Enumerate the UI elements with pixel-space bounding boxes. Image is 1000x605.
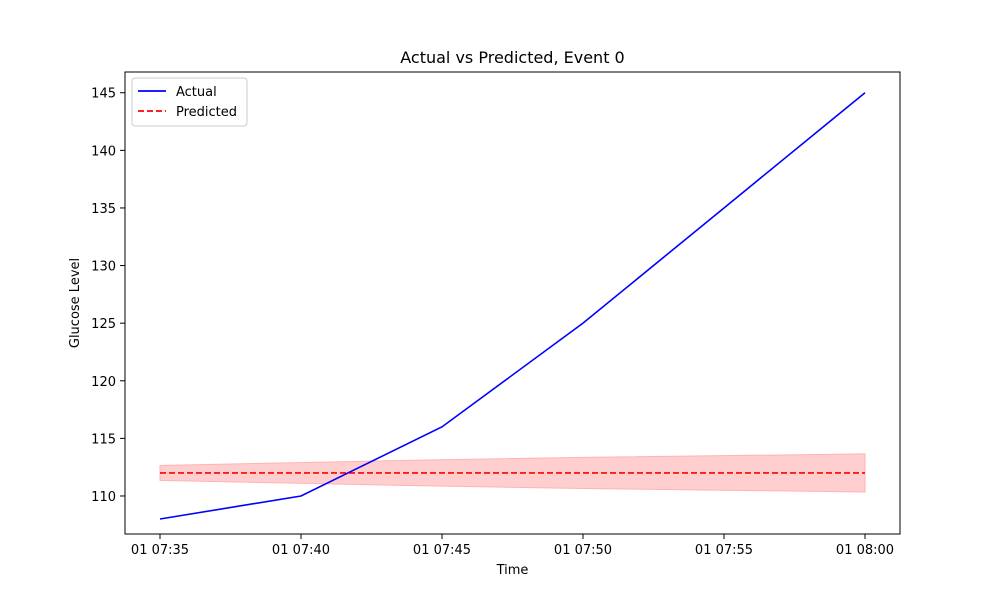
x-tick-label: 01 07:45 xyxy=(413,543,471,558)
plot-layer xyxy=(159,92,866,520)
y-tick-label: 135 xyxy=(91,202,116,217)
y-tick-label: 130 xyxy=(91,260,116,275)
chart-title: Actual vs Predicted, Event 0 xyxy=(400,48,624,67)
x-tick-label: 01 07:55 xyxy=(695,543,753,558)
y-tick-label: 110 xyxy=(91,490,116,505)
legend-label-actual: Actual xyxy=(176,85,217,100)
y-tick-label: 145 xyxy=(91,87,116,102)
y-tick-label: 115 xyxy=(91,432,116,447)
y-axis-label: Glucose Level xyxy=(68,258,83,348)
x-axis: 01 07:35 01 07:40 01 07:45 01 07:50 01 07:55… xyxy=(131,534,894,558)
series-line-actual xyxy=(159,92,866,520)
y-tick-label: 125 xyxy=(91,317,116,332)
legend-box xyxy=(131,77,248,127)
x-tick-label: 01 08:00 xyxy=(836,543,894,558)
x-tick-label: 01 07:40 xyxy=(272,543,330,558)
legend: Actual Predicted xyxy=(131,77,248,127)
legend-label-predicted: Predicted xyxy=(176,105,237,120)
plot-frame xyxy=(124,71,901,535)
x-tick-label: 01 07:50 xyxy=(554,543,612,558)
x-tick-label: 01 07:35 xyxy=(131,543,189,558)
y-tick-label: 140 xyxy=(91,144,116,159)
y-tick-label: 120 xyxy=(91,375,116,390)
y-axis: 110 115 120 125 130 135 140 145 xyxy=(91,87,125,505)
x-axis-label: Time xyxy=(496,563,529,578)
